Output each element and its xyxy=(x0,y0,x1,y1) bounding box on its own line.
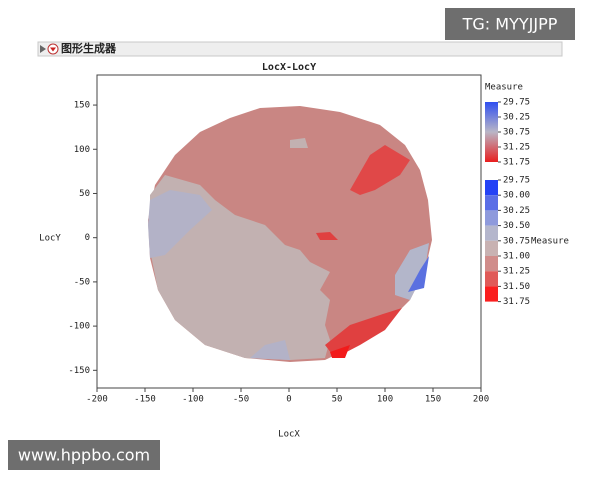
legend-swatch xyxy=(485,180,498,196)
x-tick-label: 0 xyxy=(286,395,291,405)
legend-label: 30.75 xyxy=(503,236,530,246)
x-tick-label: 100 xyxy=(377,395,393,405)
legend-swatch xyxy=(485,210,498,226)
contour-region xyxy=(330,345,350,358)
legend-label: 29.75 xyxy=(503,98,530,108)
contour-region xyxy=(350,145,410,195)
x-tick-label: -200 xyxy=(86,395,108,405)
y-tick-label: 50 xyxy=(79,189,90,199)
y-tick-label: 0 xyxy=(85,233,90,243)
legend-label: 31.00 xyxy=(503,252,530,262)
contour-region xyxy=(408,256,429,292)
y-tick-label: 100 xyxy=(74,145,90,155)
menu-arrow xyxy=(50,47,56,52)
legend-label: 30.25 xyxy=(503,113,530,123)
legend-label: 30.25 xyxy=(503,206,530,216)
y-tick-label: 150 xyxy=(74,101,90,111)
watermark-box xyxy=(8,440,160,470)
x-tick-label: -50 xyxy=(233,395,249,405)
legend-swatch xyxy=(485,240,498,256)
x-tick-label: 200 xyxy=(473,395,489,405)
legend-label: 30.75 xyxy=(503,128,530,138)
contour-region xyxy=(395,243,429,300)
contour-region xyxy=(290,138,308,148)
header-bar xyxy=(37,41,563,57)
legend-swatch xyxy=(485,271,498,287)
collapse-icon[interactable] xyxy=(40,45,46,53)
chart-title: LocX-LocY xyxy=(262,62,316,73)
y-axis-label: LocY xyxy=(39,234,61,244)
x-axis-label: LocX xyxy=(278,430,300,440)
watermark: TG: MYYJJPP xyxy=(462,15,558,34)
legend-label: 31.25 xyxy=(503,267,530,277)
watermark: www.hppbo.com xyxy=(18,446,150,465)
contour-region xyxy=(316,232,338,240)
x-tick-label: 150 xyxy=(425,395,441,405)
legend-title: Measure xyxy=(485,83,523,93)
legend-title: Measure xyxy=(531,236,569,246)
legend-label: 31.25 xyxy=(503,143,530,153)
contour-regions xyxy=(148,106,432,362)
x-tick-label: 50 xyxy=(332,395,343,405)
legend-swatch xyxy=(485,286,498,302)
legend-swatch xyxy=(485,225,498,241)
legend-label: 31.50 xyxy=(503,282,530,292)
legend-label: 31.75 xyxy=(503,158,530,168)
legend-label: 31.75 xyxy=(503,297,530,307)
y-tick-label: -100 xyxy=(68,322,90,332)
contour-region xyxy=(148,190,212,258)
contour-region xyxy=(250,340,290,360)
legend-label: 29.75 xyxy=(503,176,530,186)
legend-swatch xyxy=(485,256,498,272)
legend-colorbar xyxy=(485,102,498,162)
watermark-box xyxy=(445,8,575,40)
legend-swatch xyxy=(485,195,498,211)
legend-label: 30.00 xyxy=(503,191,530,201)
x-tick-label: -150 xyxy=(134,395,156,405)
header-title: 图形生成器 xyxy=(61,41,117,55)
y-tick-label: -50 xyxy=(74,277,90,287)
contour-region xyxy=(325,308,402,358)
y-tick-label: -150 xyxy=(68,366,90,376)
legend-label: 30.50 xyxy=(503,221,530,231)
x-tick-label: -100 xyxy=(182,395,204,405)
